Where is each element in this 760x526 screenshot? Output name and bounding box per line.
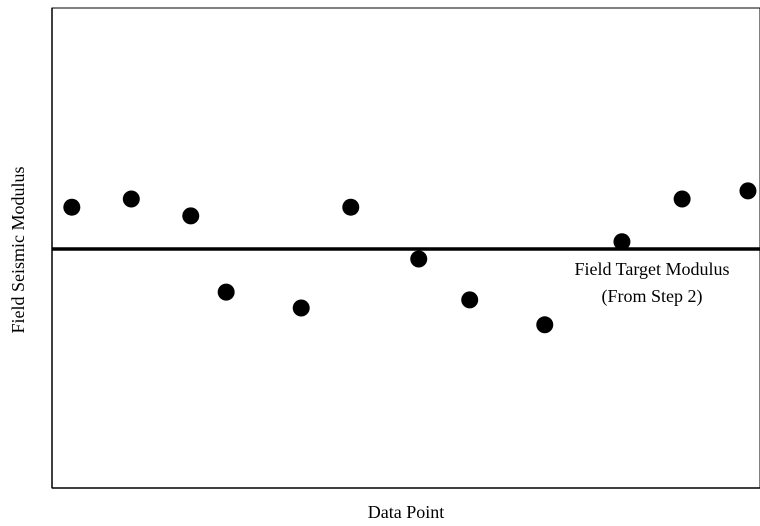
target-label: Field Target Modulus bbox=[574, 259, 729, 279]
data-point bbox=[292, 299, 310, 317]
y-axis-label: Field Seismic Modulus bbox=[8, 166, 28, 333]
data-point bbox=[613, 233, 631, 251]
data-point bbox=[410, 250, 428, 268]
x-axis-label: Data Point bbox=[368, 502, 445, 522]
data-point bbox=[182, 207, 200, 225]
data-point bbox=[122, 190, 140, 208]
data-point bbox=[739, 182, 757, 200]
target-label: (From Step 2) bbox=[602, 286, 703, 307]
data-point bbox=[342, 198, 360, 216]
data-point bbox=[63, 198, 81, 216]
data-point bbox=[461, 291, 479, 309]
data-point bbox=[536, 316, 554, 334]
data-point bbox=[217, 283, 235, 301]
data-point bbox=[673, 190, 691, 208]
